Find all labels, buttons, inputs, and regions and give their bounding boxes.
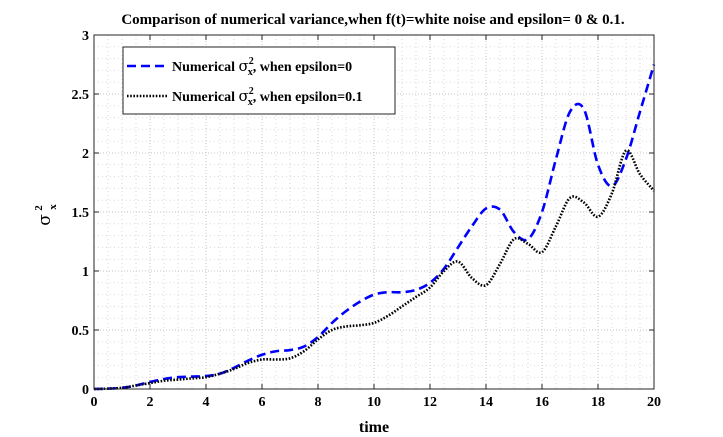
legend-label-1-sup: 2 — [249, 56, 254, 67]
x-axis-label: time — [359, 419, 389, 436]
legend-label-1-prefix: Numerical — [172, 60, 238, 75]
y-tick-label: 2.5 — [72, 88, 90, 103]
y-axis-label-sub: x — [47, 204, 59, 210]
series-line-1 — [93, 64, 656, 391]
legend-label-2-symbol: σ — [238, 87, 248, 105]
legend-label-2-sub: x — [248, 97, 253, 108]
y-tick-label: 1 — [82, 265, 89, 280]
y-tick-label: 0.5 — [72, 324, 90, 339]
x-tick-label: 10 — [367, 395, 381, 410]
y-tick-label: 0 — [82, 383, 89, 398]
x-tick-label: 16 — [535, 395, 549, 410]
legend-label-1-sub: x — [248, 67, 253, 78]
legend-label-2-suffix: , when epsilon=0.1 — [253, 90, 363, 105]
x-tick-label: 20 — [647, 395, 661, 410]
x-tick-label: 2 — [147, 395, 154, 410]
legend-label-2-prefix: Numerical — [172, 90, 238, 105]
x-tick-label: 12 — [423, 395, 437, 410]
y-axis-label-sup: 2 — [33, 205, 45, 211]
series-line-2 — [93, 149, 655, 391]
chart-title: Comparison of numerical variance,when f(… — [121, 12, 625, 28]
legend-label-1-symbol: σ — [238, 57, 248, 75]
y-tick-labels: 0 0.5 1 1.5 2 2.5 3 — [72, 29, 90, 398]
x-tick-label: 18 — [591, 395, 605, 410]
series-layer — [93, 64, 656, 391]
legend-label-1: Numerical σ2 x, when epsilon=0 — [172, 56, 352, 78]
y-axis-label-symbol: σ — [35, 214, 55, 226]
x-tick-label: 6 — [259, 395, 266, 410]
legend-label-2-sup: 2 — [249, 86, 254, 97]
y-axis-label: σ 2 x — [33, 204, 59, 226]
axis-ticks — [93, 34, 655, 390]
x-tick-label: 8 — [315, 395, 322, 410]
y-axis-label-group: σ 2 x — [33, 204, 59, 226]
x-tick-label: 0 — [91, 395, 98, 410]
y-tick-label: 1.5 — [72, 206, 90, 221]
x-tick-label: 4 — [203, 395, 210, 410]
x-tick-label: 14 — [479, 395, 493, 410]
legend-label-1-suffix: , when epsilon=0 — [253, 60, 352, 75]
y-tick-label: 3 — [82, 29, 89, 44]
legend-label-2: Numerical σ2 x, when epsilon=0.1 — [172, 86, 363, 108]
y-tick-label: 2 — [82, 147, 89, 162]
legend-box — [122, 46, 396, 115]
x-tick-labels: 0 2 4 6 8 10 12 14 16 18 20 — [91, 395, 662, 410]
